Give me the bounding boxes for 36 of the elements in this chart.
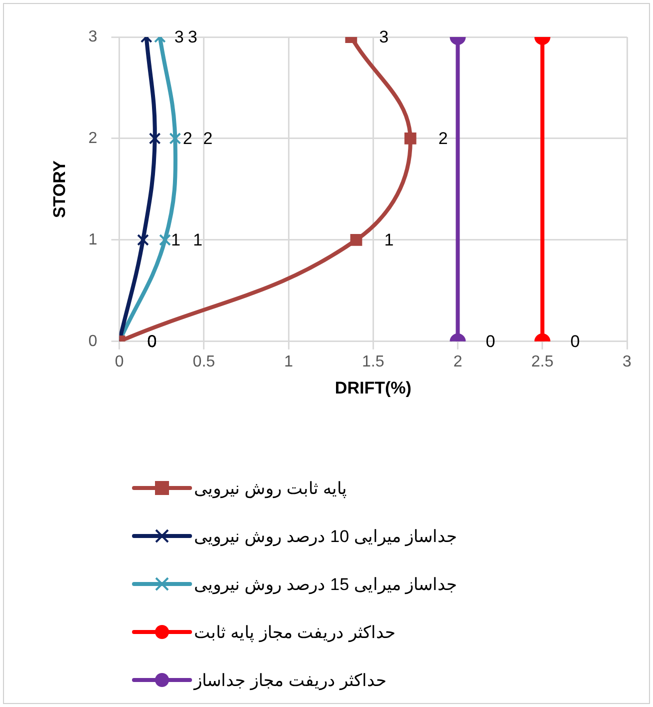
y-tick-label: 2	[88, 130, 98, 147]
y-axis-title: STORY	[50, 160, 69, 218]
point	[159, 234, 171, 246]
data-label: 1	[170, 230, 180, 250]
x-tick-label: 0	[114, 353, 124, 370]
data-label: 1	[384, 230, 394, 250]
legend-label: جداساز میرایی 10 درصد روش نیرویی	[194, 526, 458, 546]
x-tick-label: 0.5	[192, 353, 216, 370]
x-tick-label: 1	[284, 353, 294, 370]
point	[169, 132, 182, 144]
data-label: 2	[203, 129, 213, 148]
legend-label: جداساز میرایی 15 درصد روش نیرویی	[194, 574, 458, 594]
legend-label: پایه ثابت روش نیرویی	[194, 478, 348, 498]
x-tick-label: 1.5	[362, 353, 384, 370]
data-label: 2	[438, 129, 448, 148]
data-label: 3	[174, 28, 184, 47]
x-axis-title: DRIFT(%)	[334, 378, 412, 398]
legend-label: حداکثر دریفت مجاز جداساز	[194, 670, 388, 690]
point	[350, 234, 362, 246]
point	[137, 234, 149, 246]
point	[404, 132, 416, 144]
data-label: 3	[379, 28, 389, 47]
data-label: 0	[570, 332, 580, 352]
point	[148, 132, 161, 144]
data-label: 2	[182, 129, 192, 148]
x-tick-label: 3	[622, 353, 632, 370]
x-tick-label: 2	[453, 353, 462, 370]
legend-label: حداکثر دریفت مجاز پایه ثابت	[194, 622, 396, 642]
y-tick-label: 0	[88, 332, 98, 350]
data-label: 0	[486, 332, 496, 352]
x-tick-label: 2.5	[531, 353, 554, 370]
y-tick-label: 1	[88, 231, 98, 248]
y-tick-label: 3	[88, 28, 98, 46]
data-label: 3	[188, 28, 198, 47]
data-label: 0	[147, 332, 157, 352]
data-label: 1	[192, 230, 202, 250]
